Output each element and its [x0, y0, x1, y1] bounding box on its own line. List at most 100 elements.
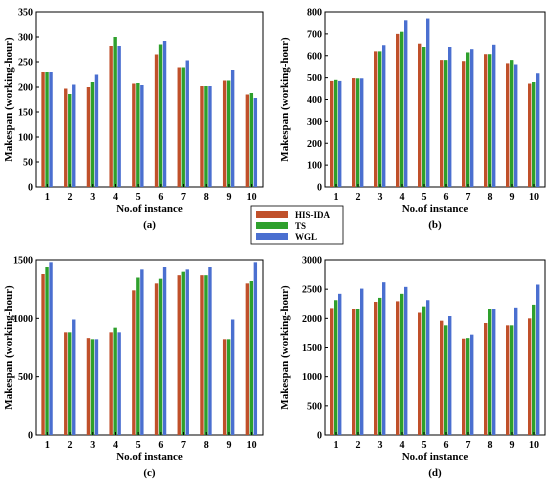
bar-ts-2	[68, 94, 72, 187]
x-tick-label: 2	[356, 440, 361, 451]
bar-ts-8	[204, 86, 208, 187]
x-tick-label: 6	[444, 440, 449, 451]
bar-ts-8	[204, 275, 208, 435]
bar-ts-4	[113, 37, 117, 187]
x-tick-label: 8	[488, 192, 493, 203]
legend-label-ts: TS	[295, 221, 306, 231]
bar-wgl-8	[492, 309, 496, 435]
bar-wgl-6	[448, 316, 452, 435]
y-tick-label: 150	[18, 108, 33, 119]
bar-wgl-1	[338, 293, 342, 435]
x-axis-label: No.of instance	[402, 203, 469, 215]
bar-wgl-7	[470, 49, 474, 187]
bar-wgl-2	[72, 84, 76, 187]
bar-his-ida-2	[352, 309, 356, 435]
bar-his-ida-10	[245, 283, 250, 435]
bar-wgl-2	[360, 78, 364, 187]
bar-his-ida-10	[528, 318, 532, 435]
x-tick-label: 8	[488, 440, 493, 451]
bar-wgl-10	[253, 98, 258, 187]
y-tick-label: 500	[18, 372, 33, 383]
x-tick-label: 3	[378, 192, 383, 203]
y-tick-label: 250	[18, 58, 33, 69]
bar-his-ida-7	[177, 275, 181, 435]
bar-ts-3	[90, 339, 95, 435]
y-tick-label: 1500	[302, 343, 322, 354]
bar-ts-7	[466, 338, 470, 435]
bar-ts-1	[334, 300, 338, 435]
bar-ts-8	[488, 54, 492, 187]
x-tick-label: 9	[510, 440, 515, 451]
y-tick-label: 600	[307, 51, 322, 62]
y-tick-label: 2000	[302, 314, 322, 325]
x-tick-label: 2	[356, 192, 361, 203]
bar-his-ida-2	[64, 332, 68, 435]
bar-wgl-10	[536, 284, 540, 435]
bar-wgl-1	[49, 262, 53, 435]
x-tick-label: 10	[247, 440, 257, 451]
y-axis-label: Makespan (working-hour)	[279, 37, 291, 162]
bar-wgl-6	[162, 41, 167, 187]
x-tick-label: 5	[136, 192, 141, 203]
bar-ts-6	[444, 60, 448, 187]
panel-tag: (b)	[428, 219, 442, 231]
legend-swatch-ts	[256, 222, 288, 229]
bar-ts-9	[226, 80, 231, 187]
chart-panel-2: 0 100 200 300 400 500 600 700 800 1 2 3 4 5 6 7 8 9 10 No.o…	[279, 8, 546, 231]
bar-wgl-5	[426, 300, 430, 435]
bar-ts-10	[532, 304, 536, 435]
bar-ts-1	[45, 72, 49, 187]
bar-wgl-1	[338, 80, 342, 187]
bar-wgl-6	[162, 267, 167, 435]
bar-ts-2	[356, 309, 360, 435]
x-tick-label: 7	[466, 192, 471, 203]
x-tick-label: 1	[45, 440, 50, 451]
bar-his-ida-4	[109, 46, 113, 187]
y-tick-label: 500	[307, 73, 322, 84]
y-tick-label: 1000	[302, 372, 322, 383]
bar-ts-10	[249, 93, 254, 187]
x-tick-label: 3	[90, 440, 95, 451]
bar-ts-8	[488, 309, 492, 435]
chart-panel-4: 0 500 1000 1500 2000 2500 3000 1 2 3 4 5 6 7 8 9 10 No.of…	[279, 256, 546, 479]
x-tick-label: 6	[158, 440, 163, 451]
bar-his-ida-1	[41, 72, 45, 187]
x-tick-label: 7	[466, 440, 471, 451]
x-tick-label: 10	[529, 192, 539, 203]
x-tick-label: 6	[158, 192, 163, 203]
bar-wgl-6	[448, 47, 452, 187]
chart-panel-1: 0 50 100 150 200 250 300 350 1 2 3 4 5 6 7 8 9 10 No.of in…	[3, 8, 264, 231]
bar-wgl-1	[49, 72, 53, 187]
bar-ts-6	[158, 278, 163, 435]
bar-his-ida-1	[330, 308, 334, 435]
bar-wgl-4	[117, 46, 121, 187]
bar-his-ida-1	[41, 274, 45, 435]
bar-his-ida-5	[132, 290, 136, 435]
bar-ts-2	[356, 78, 360, 187]
bar-ts-5	[136, 83, 140, 187]
bar-ts-3	[378, 51, 382, 187]
bar-ts-5	[422, 47, 426, 187]
y-tick-label: 700	[307, 29, 322, 40]
x-tick-label: 5	[422, 440, 427, 451]
bar-wgl-4	[404, 286, 408, 435]
y-tick-label: 800	[307, 8, 322, 19]
bar-ts-5	[422, 306, 426, 435]
x-tick-label: 7	[181, 440, 186, 451]
bar-his-ida-2	[64, 88, 68, 187]
bar-his-ida-9	[222, 80, 227, 187]
panel-tag: (c)	[143, 467, 156, 479]
bar-wgl-7	[185, 269, 189, 435]
y-tick-label: 200	[18, 83, 33, 94]
x-tick-label: 2	[68, 192, 73, 203]
bar-wgl-2	[360, 288, 364, 435]
bar-wgl-5	[140, 269, 144, 435]
bar-wgl-8	[208, 267, 212, 435]
x-tick-label: 1	[45, 192, 50, 203]
legend-swatch-wgl	[256, 233, 288, 240]
x-axis-label: No.of instance	[116, 451, 183, 463]
bar-his-ida-7	[462, 338, 466, 435]
y-tick-label: 0	[28, 431, 33, 442]
